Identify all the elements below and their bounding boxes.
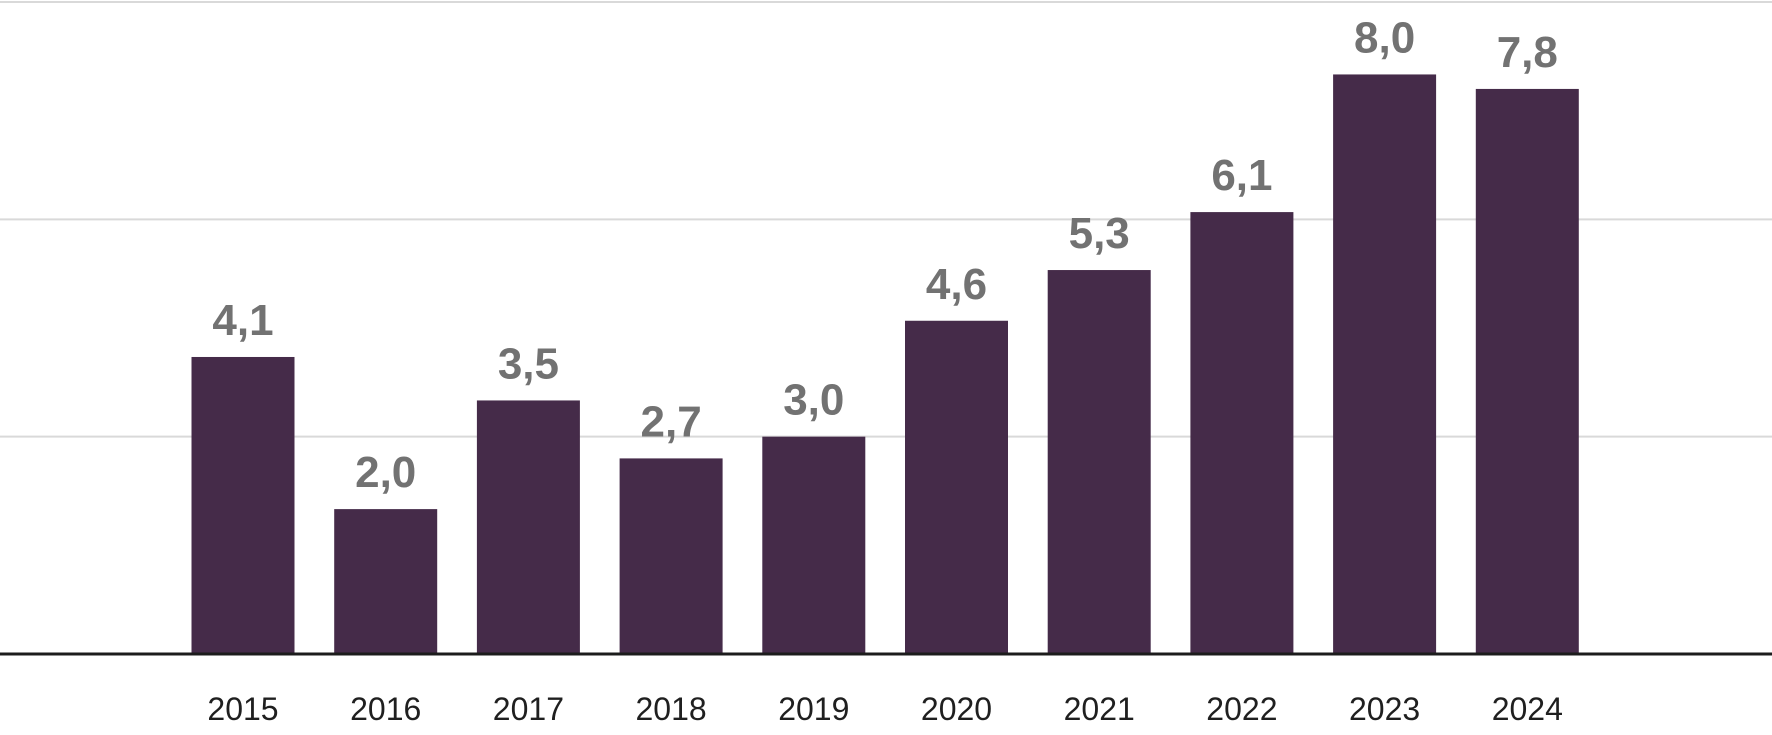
value-label-2018: 2,7 [641, 397, 702, 446]
bar-2021 [1047, 270, 1151, 654]
tick-label-2021: 2021 [1064, 691, 1135, 727]
bar-2019 [762, 436, 866, 654]
tick-label-2024: 2024 [1492, 691, 1563, 727]
tick-label-2015: 2015 [207, 691, 278, 727]
value-labels: 4,1 2,0 3,5 2,7 3,0 4,6 5,3 6,1 8,0 7,8 [212, 13, 1557, 497]
value-label-2021: 5,3 [1069, 209, 1130, 258]
value-label-2019: 3,0 [783, 376, 844, 425]
value-label-2024: 7,8 [1497, 28, 1558, 77]
value-label-2022: 6,1 [1211, 151, 1272, 200]
tick-label-2019: 2019 [778, 691, 849, 727]
x-axis-tick-labels: 2015 2016 2017 2018 2019 2020 2021 2022 2023 2024 [207, 691, 1562, 727]
value-label-2023: 8,0 [1354, 13, 1415, 62]
bars [191, 74, 1579, 655]
bar-2017 [476, 400, 580, 654]
bar-2018 [619, 458, 723, 654]
bar-2022 [1190, 212, 1294, 655]
tick-label-2020: 2020 [921, 691, 992, 727]
value-label-2020: 4,6 [926, 260, 987, 309]
tick-label-2016: 2016 [350, 691, 421, 727]
tick-label-2023: 2023 [1349, 691, 1420, 727]
tick-label-2017: 2017 [493, 691, 564, 727]
value-label-2015: 4,1 [212, 296, 273, 345]
value-label-2016: 2,0 [355, 448, 416, 497]
tick-label-2022: 2022 [1206, 691, 1277, 727]
bar-2023 [1333, 74, 1437, 654]
bar-2015 [191, 356, 295, 654]
bar-2024 [1475, 88, 1579, 654]
tick-label-2018: 2018 [636, 691, 707, 727]
value-label-2017: 3,5 [498, 339, 559, 388]
bar-2016 [334, 509, 438, 654]
bar-2020 [905, 320, 1008, 654]
